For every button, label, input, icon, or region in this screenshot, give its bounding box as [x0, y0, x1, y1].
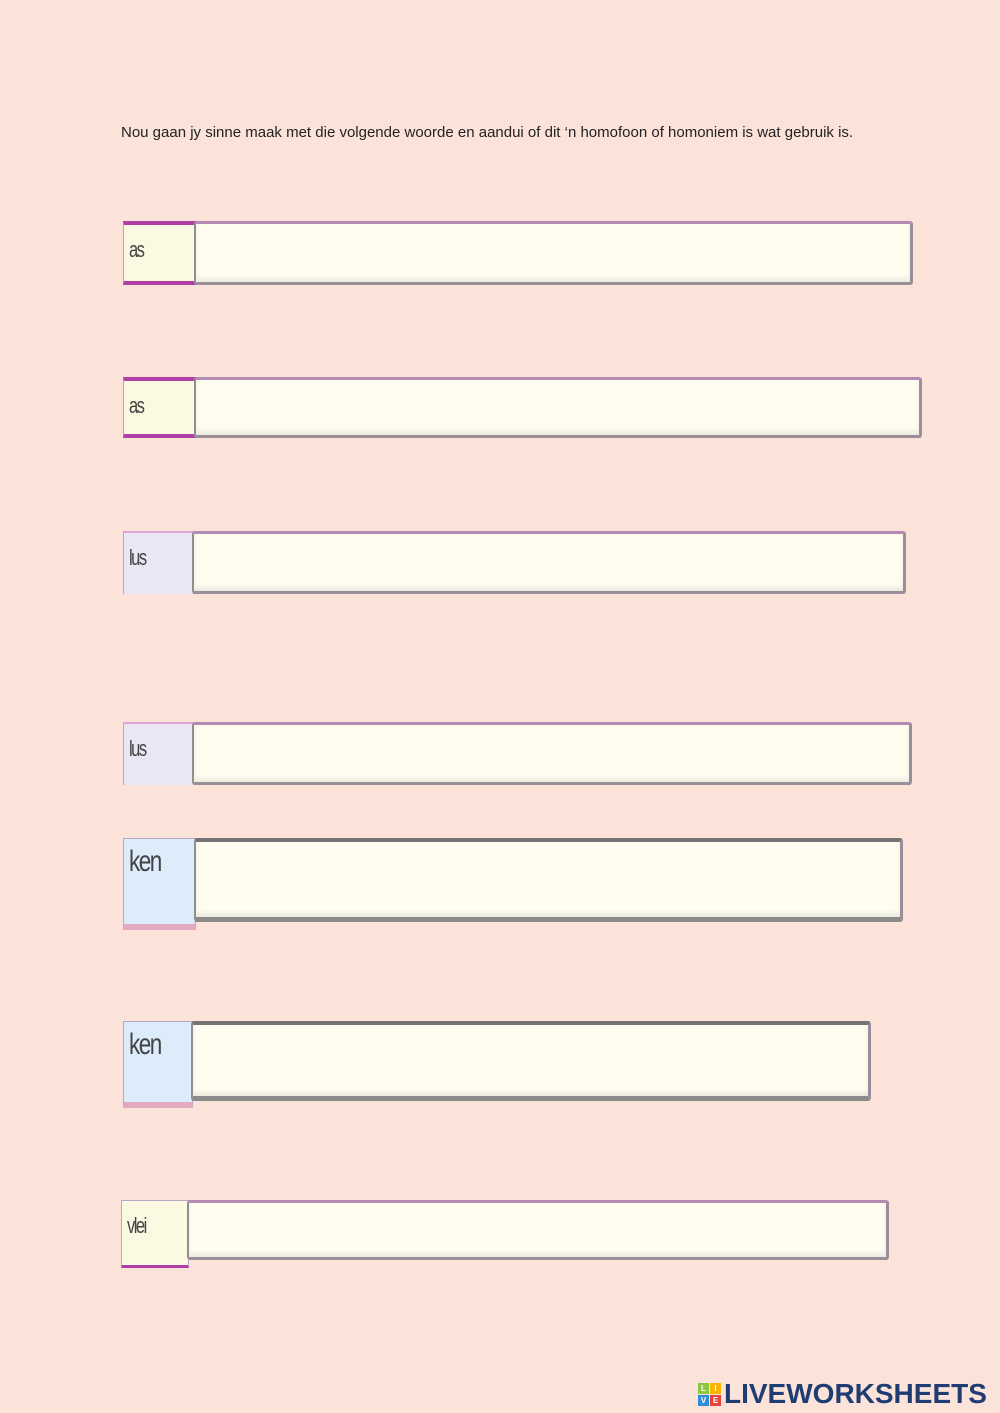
answer-row: vlei: [121, 1200, 905, 1268]
answer-row: lus: [123, 531, 906, 594]
answer-row: ken: [123, 838, 903, 930]
sentence-input[interactable]: [194, 221, 913, 285]
word-label: as: [123, 377, 196, 438]
logo-cubes-icon: L I V E: [698, 1382, 721, 1406]
logo-cube: E: [710, 1394, 721, 1406]
word-label: as: [123, 221, 196, 285]
sentence-input[interactable]: [194, 377, 922, 438]
sentence-input[interactable]: [192, 531, 906, 594]
logo-cube: V: [698, 1394, 709, 1406]
sentence-input[interactable]: [194, 838, 903, 922]
logo-cube: I: [710, 1382, 721, 1394]
logo-text: LIVEWORKSHEETS: [724, 1378, 987, 1409]
logo-cube: L: [698, 1382, 709, 1394]
sentence-input[interactable]: [187, 1200, 889, 1260]
answer-row: lus: [123, 722, 912, 785]
word-label: ken: [123, 838, 196, 930]
word-label: lus: [123, 722, 194, 785]
instruction-text: Nou gaan jy sinne maak met die volgende …: [121, 124, 854, 141]
word-label: lus: [123, 531, 194, 594]
answer-row: ken: [123, 1021, 871, 1108]
word-label: ken: [123, 1021, 193, 1108]
answer-row: as: [123, 221, 913, 285]
liveworksheets-logo: L I V E LIVEWORKSHEETS: [698, 1378, 987, 1410]
word-label: vlei: [121, 1200, 189, 1268]
answer-row: as: [123, 377, 922, 438]
sentence-input[interactable]: [191, 1021, 871, 1101]
sentence-input[interactable]: [192, 722, 912, 785]
